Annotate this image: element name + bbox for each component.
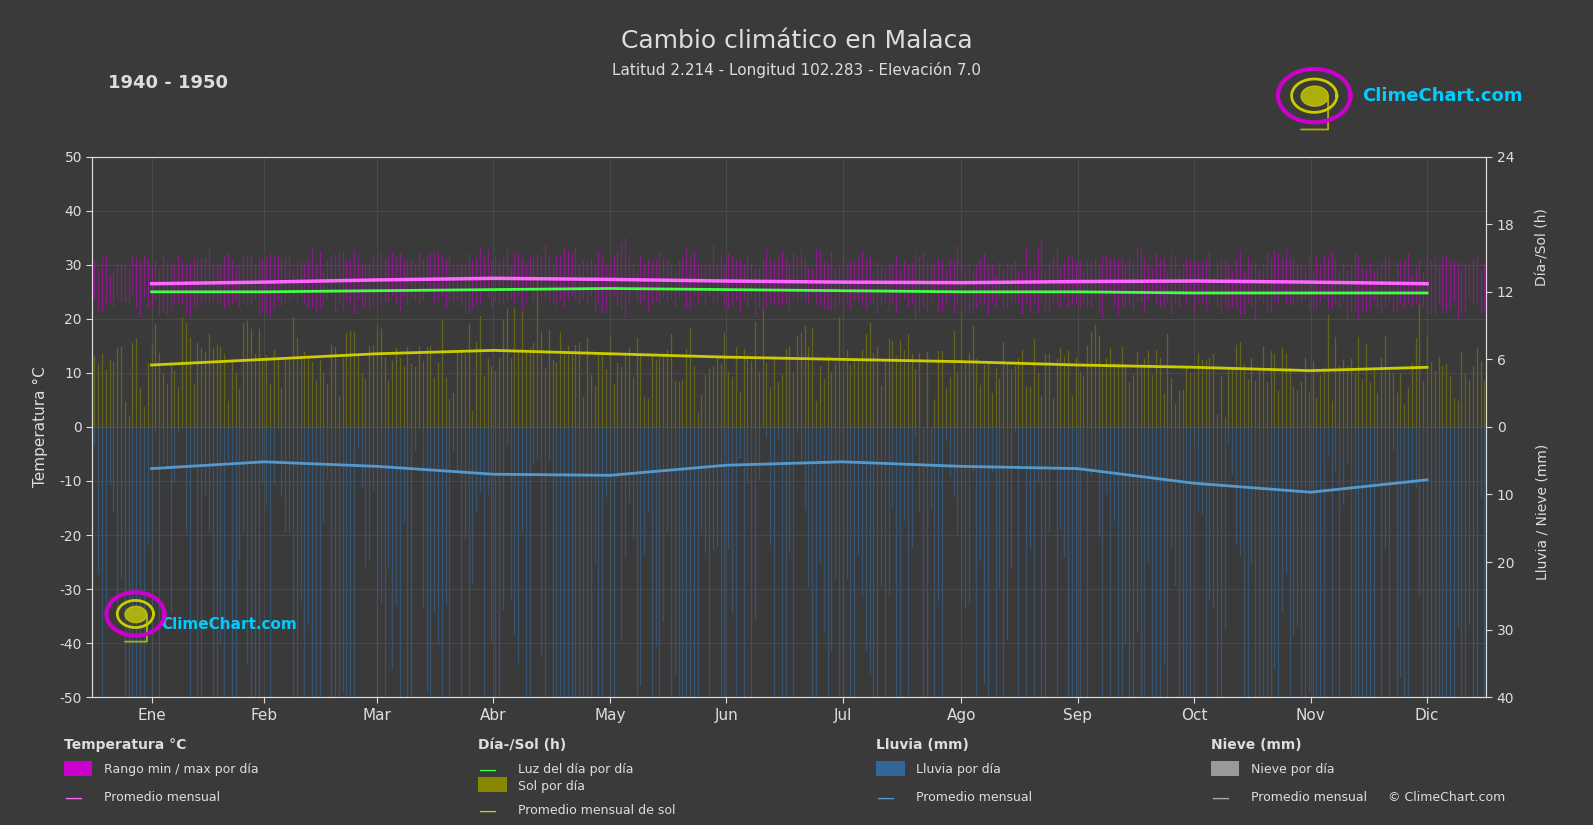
Text: Rango min / max por día: Rango min / max por día (104, 763, 258, 776)
Text: Promedio mensual de sol: Promedio mensual de sol (518, 804, 675, 818)
Y-axis label: Temperatura °C: Temperatura °C (33, 366, 48, 488)
Text: © ClimeChart.com: © ClimeChart.com (1388, 791, 1505, 804)
Text: Luz del día por día: Luz del día por día (518, 763, 634, 776)
Text: Día-/Sol (h): Día-/Sol (h) (1536, 209, 1548, 286)
Text: Sol por día: Sol por día (518, 780, 585, 793)
Text: ClimeChart.com: ClimeChart.com (161, 617, 296, 632)
Text: —: — (478, 761, 495, 779)
Text: Nieve por día: Nieve por día (1251, 763, 1333, 776)
Text: Latitud 2.214 - Longitud 102.283 - Elevación 7.0: Latitud 2.214 - Longitud 102.283 - Eleva… (612, 62, 981, 78)
Text: —: — (64, 789, 81, 807)
Text: Promedio mensual: Promedio mensual (104, 791, 220, 804)
Text: —: — (478, 802, 495, 820)
Text: Lluvia (mm): Lluvia (mm) (876, 738, 969, 752)
Text: Nieve (mm): Nieve (mm) (1211, 738, 1301, 752)
Text: 1940 - 1950: 1940 - 1950 (108, 74, 228, 92)
Text: Lluvia por día: Lluvia por día (916, 763, 1000, 776)
Text: ClimeChart.com: ClimeChart.com (1362, 87, 1523, 105)
Text: Promedio mensual: Promedio mensual (916, 791, 1032, 804)
Text: —: — (1211, 789, 1228, 807)
Text: Temperatura °C: Temperatura °C (64, 738, 186, 752)
Text: —: — (876, 789, 894, 807)
Text: Cambio climático en Malaca: Cambio climático en Malaca (621, 29, 972, 53)
Text: Promedio mensual: Promedio mensual (1251, 791, 1367, 804)
Text: Lluvia / Nieve (mm): Lluvia / Nieve (mm) (1536, 443, 1548, 580)
Text: Día-/Sol (h): Día-/Sol (h) (478, 738, 566, 752)
